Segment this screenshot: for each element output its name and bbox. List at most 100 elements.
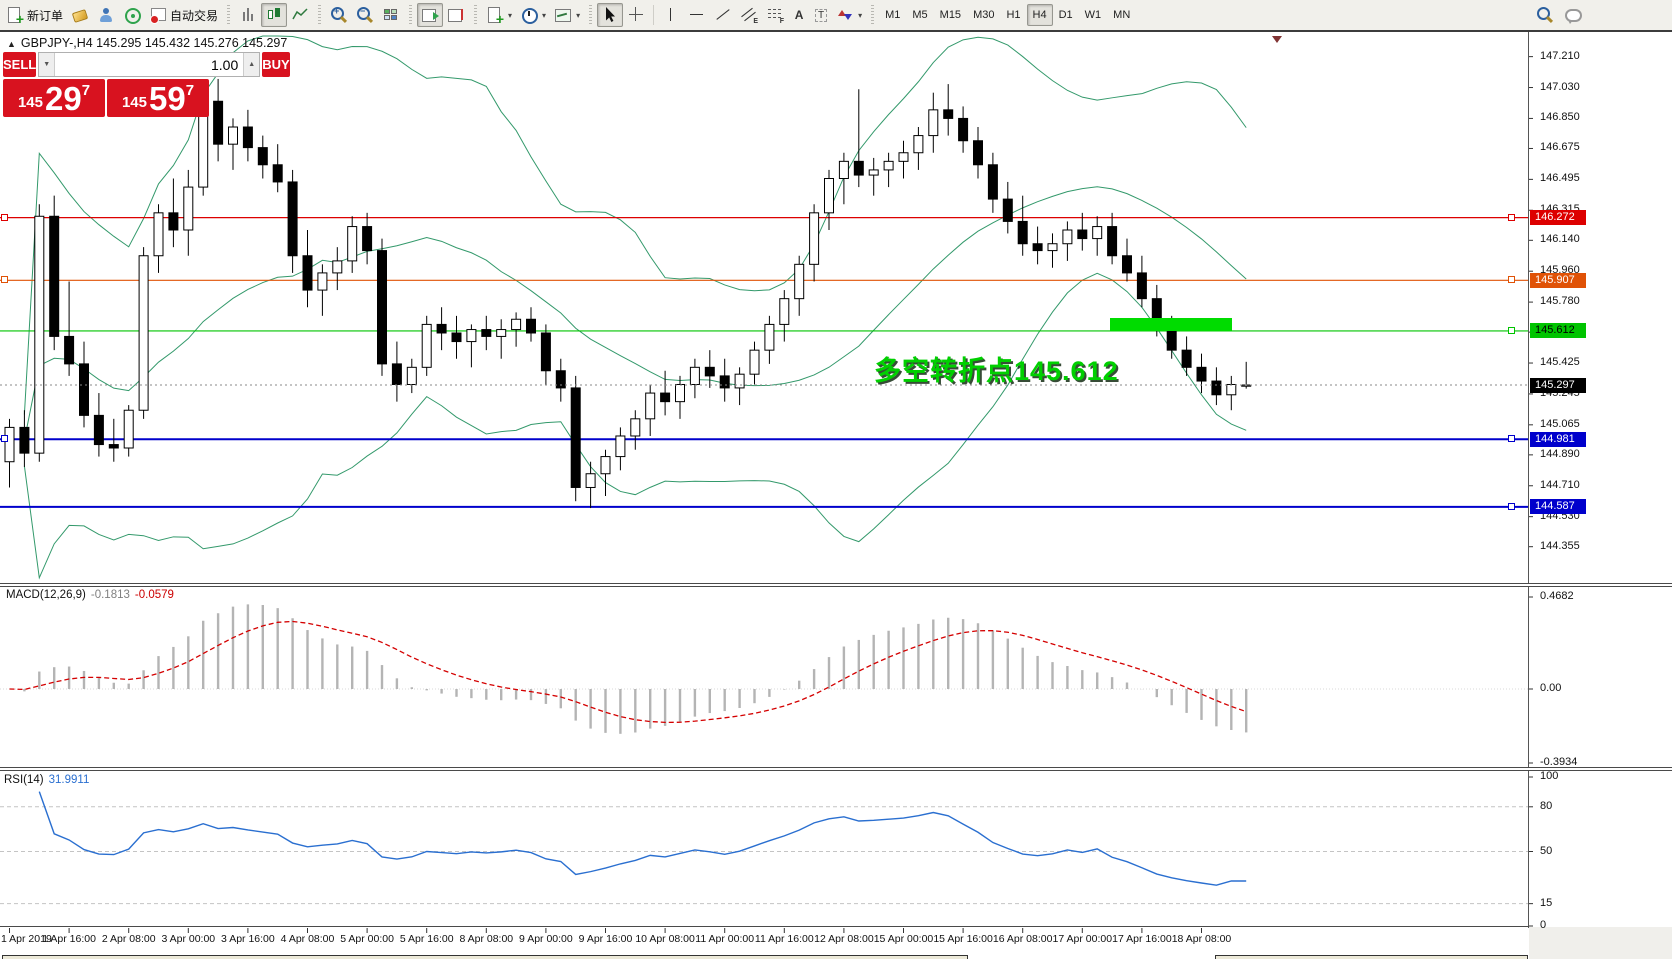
fibonacci-icon: F (766, 6, 784, 25)
vertical-line-tool-button[interactable] (658, 3, 684, 27)
tile-windows-icon (382, 6, 400, 24)
zoom-out-icon: − (356, 6, 374, 24)
line-chart-icon (291, 6, 309, 24)
timeframe-m15[interactable]: M15 (939, 9, 962, 21)
auto-trading-icon (149, 6, 167, 24)
chart-shift-marker[interactable] (1272, 36, 1282, 43)
chevron-down-icon: ▾ (508, 10, 513, 20)
new-order-label: 新订单 (27, 8, 64, 23)
timeframe-h1[interactable]: H1 (1006, 9, 1021, 21)
zoom-in-icon: + (330, 6, 348, 24)
chart-text-annotation[interactable]: 多空转折点145.612 (874, 356, 1119, 386)
toolbar-grip (871, 5, 875, 25)
buy-price-point: 7 (185, 82, 195, 99)
text-label-icon: T (815, 8, 828, 22)
macd-indicator-label: MACD(12,26,9) -0.1813 -0.0579 (6, 589, 174, 601)
timeframe-m1[interactable]: M1 (885, 9, 901, 21)
indicators-button[interactable]: ▾ (482, 3, 516, 27)
volume-decrease-button[interactable]: ▼ (39, 53, 56, 76)
sell-button[interactable]: SELL (3, 52, 37, 77)
symbol-title: GBPJPY-,H4 145.295 145.432 145.276 145.2… (20, 36, 288, 50)
trendline-tool-button[interactable] (710, 3, 736, 27)
horizontal-line-tool-button[interactable] (684, 3, 710, 27)
clock-icon (520, 6, 539, 24)
buy-price[interactable]: 145 59 7 (107, 79, 209, 117)
timeframe-m30[interactable]: M30 (973, 9, 995, 21)
bar-chart-mode-button[interactable] (235, 3, 261, 27)
chat-icon[interactable] (1564, 6, 1582, 24)
buy-button[interactable]: BUY (262, 52, 290, 77)
timeframe-d1[interactable]: D1 (1058, 9, 1073, 21)
toolbar-grip (227, 5, 231, 25)
timeframe-m5[interactable]: M5 (912, 9, 928, 21)
bar-chart-icon (239, 6, 257, 24)
rsi-indicator-label: RSI(14) 31.9911 (4, 774, 90, 786)
signals-button[interactable] (119, 3, 145, 27)
timeframe-h4[interactable]: H4 (1026, 4, 1053, 26)
text-tool-icon: A (794, 8, 804, 22)
new-order-button[interactable]: 新订单 (2, 3, 67, 27)
timeframe-w1[interactable]: W1 (1084, 9, 1102, 21)
buy-price-figure: 145 (121, 94, 147, 111)
calculator-button[interactable] (67, 3, 93, 27)
volume-input[interactable] (55, 53, 244, 76)
zoom-out-button[interactable]: − (352, 3, 378, 27)
fibonacci-tool-button[interactable]: F (762, 3, 788, 27)
line-chart-mode-button[interactable] (287, 3, 313, 27)
crosshair-tool-button[interactable] (623, 3, 649, 27)
toolbar: 新订单 自动交易 + − (0, 0, 1672, 30)
one-click-panel-toggle-icon[interactable]: ▲ (7, 39, 16, 49)
indicators-icon (486, 6, 504, 27)
chart-shift-button[interactable] (443, 3, 469, 27)
volume-increase-button[interactable]: ▲ (243, 53, 260, 76)
chevron-down-icon: ▾ (542, 10, 547, 20)
calculator-icon (71, 6, 89, 24)
sell-price-figure: 145 (17, 94, 43, 111)
time-axis-line (0, 926, 1529, 927)
sell-price[interactable]: 145 29 7 (3, 79, 105, 117)
toolbar-grip (318, 5, 322, 25)
chart-background (0, 30, 1672, 959)
templates-button[interactable]: ▾ (550, 3, 584, 27)
background-window-edge (1215, 955, 1528, 959)
channel-tool-button[interactable]: E (736, 3, 762, 27)
trendline-icon (714, 6, 732, 24)
arrows-tool-button[interactable]: ▾ (832, 3, 866, 27)
chart-shift-icon (447, 6, 465, 24)
tile-windows-button[interactable] (378, 3, 404, 27)
sell-price-point: 7 (81, 82, 91, 99)
toolbar-grip (409, 5, 413, 25)
background-window-edge (2, 955, 968, 959)
market-button[interactable] (93, 3, 119, 27)
candlestick-icon (265, 6, 283, 24)
channel-icon: E (740, 6, 758, 25)
buy-price-pips: 59 (148, 80, 186, 117)
candlestick-mode-button[interactable] (261, 3, 288, 27)
pane-splitter-macd[interactable] (0, 583, 1672, 587)
cursor-icon (601, 6, 619, 24)
new-order-icon (6, 6, 24, 27)
timeframe-mn[interactable]: MN (1113, 9, 1131, 21)
zoom-in-button[interactable]: + (326, 3, 352, 27)
search-icon[interactable] (1536, 6, 1554, 24)
sell-price-pips: 29 (44, 80, 82, 117)
toolbar-grip (589, 5, 593, 25)
chevron-down-icon: ▾ (858, 10, 863, 20)
auto-trading-label: 自动交易 (170, 8, 219, 23)
text-tool-button[interactable]: A (788, 3, 810, 27)
auto-scroll-button[interactable] (417, 3, 444, 27)
chevron-down-icon: ▾ (576, 10, 581, 20)
toolbar-grip (474, 5, 478, 25)
periods-button[interactable]: ▾ (516, 3, 550, 27)
vertical-line-icon (662, 6, 680, 24)
arrows-icon (836, 6, 854, 24)
auto-scroll-icon (421, 6, 440, 24)
cursor-tool-button[interactable] (597, 3, 624, 27)
auto-trading-button[interactable]: 自动交易 (145, 3, 222, 27)
crosshair-icon (627, 6, 645, 24)
text-label-tool-button[interactable]: T (810, 3, 832, 27)
toolbar-separator (653, 5, 655, 25)
pane-splitter-rsi[interactable] (0, 767, 1672, 771)
